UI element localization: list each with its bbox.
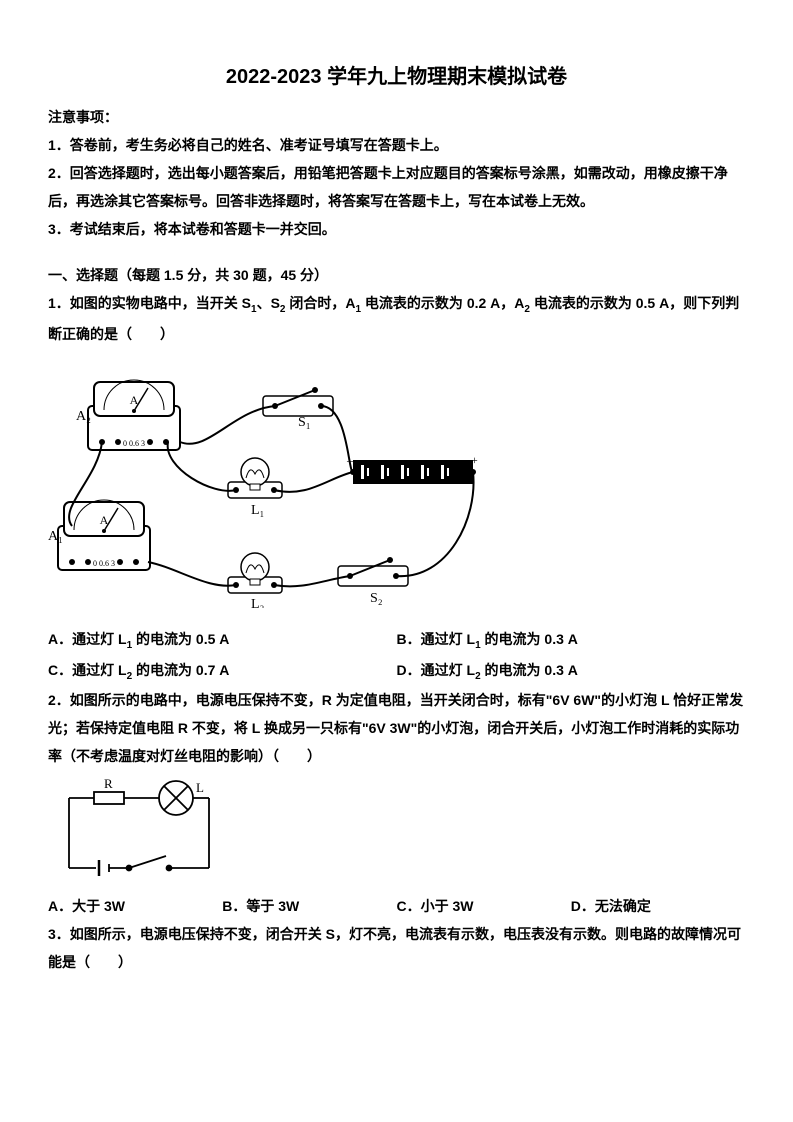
q2-option-d: D．无法确定 [571, 892, 745, 920]
q3-stem: 3．如图所示，电源电压保持不变，闭合开关 S，灯不亮，电流表有示数，电压表没有示… [48, 920, 745, 976]
ammeter-scale: 0 0.6 3 [123, 439, 145, 448]
q2-option-c: C．小于 3W [397, 892, 571, 920]
notes-line-2: 2．回答选择题时，选出每小题答案后，用铅笔把答题卡上对应题目的答案标号涂黑，如需… [48, 159, 745, 215]
label-s2: S₂ [370, 591, 383, 606]
label-l1: L₁ [251, 503, 264, 518]
section-1-title: 一、选择题（每题 1.5 分，共 30 题，45 分） [48, 261, 745, 289]
notes-line-1: 1．答卷前，考生务必将自己的姓名、准考证号填写在答题卡上。 [48, 131, 745, 159]
q2-option-a: A．大于 3W [48, 892, 222, 920]
q1-stem-part-d: 电流表的示数为 0.2 A，A [361, 295, 524, 311]
notes-line-3: 3．考试结束后，将本试卷和答题卡一并交回。 [48, 215, 745, 243]
q1-figure: A 0 0.6 3 A₂ A 0 0.6 3 A₁ S₁ [48, 358, 745, 613]
label-a1: A₁ [48, 529, 63, 544]
label-l2: L₂ [251, 597, 265, 608]
q1-option-a: A．通过灯 L1 的电流为 0.5 A [48, 625, 397, 656]
notes-header: 注意事项： [48, 103, 745, 131]
svg-text:0 0.6 3: 0 0.6 3 [93, 559, 115, 568]
svg-text:A: A [100, 513, 109, 527]
q1-option-d: D．通过灯 L2 的电流为 0.3 A [397, 656, 746, 687]
svg-text:+: + [471, 453, 478, 467]
q1-option-b: B．通过灯 L1 的电流为 0.3 A [397, 625, 746, 656]
label-a2: A₂ [76, 409, 91, 424]
q2-figure: R L [54, 778, 224, 888]
q1-option-c: C．通过灯 L2 的电流为 0.7 A [48, 656, 397, 687]
q1-stem-part-a: 1．如图的实物电路中，当开关 S [48, 295, 251, 311]
q1-stem: 1．如图的实物电路中，当开关 S1、S2 闭合时，A1 电流表的示数为 0.2 … [48, 289, 745, 348]
label-l: L [196, 780, 204, 795]
q1-stem-part-c: 闭合时，A [285, 295, 355, 311]
q2-option-b: B．等于 3W [222, 892, 396, 920]
q1-stem-part-b: 、S [257, 295, 280, 311]
q2-options: A．大于 3W B．等于 3W C．小于 3W D．无法确定 [48, 892, 745, 920]
q1-options: A．通过灯 L1 的电流为 0.5 A B．通过灯 L1 的电流为 0.3 A … [48, 625, 745, 687]
q2-stem: 2．如图所示的电路中，电源电压保持不变，R 为定值电阻，当开关闭合时，标有"6V… [48, 686, 745, 770]
ammeter-letter: A [130, 393, 139, 407]
label-r: R [104, 778, 113, 791]
page-title: 2022-2023 学年九上物理期末模拟试卷 [48, 60, 745, 89]
label-s1: S₁ [298, 415, 311, 430]
